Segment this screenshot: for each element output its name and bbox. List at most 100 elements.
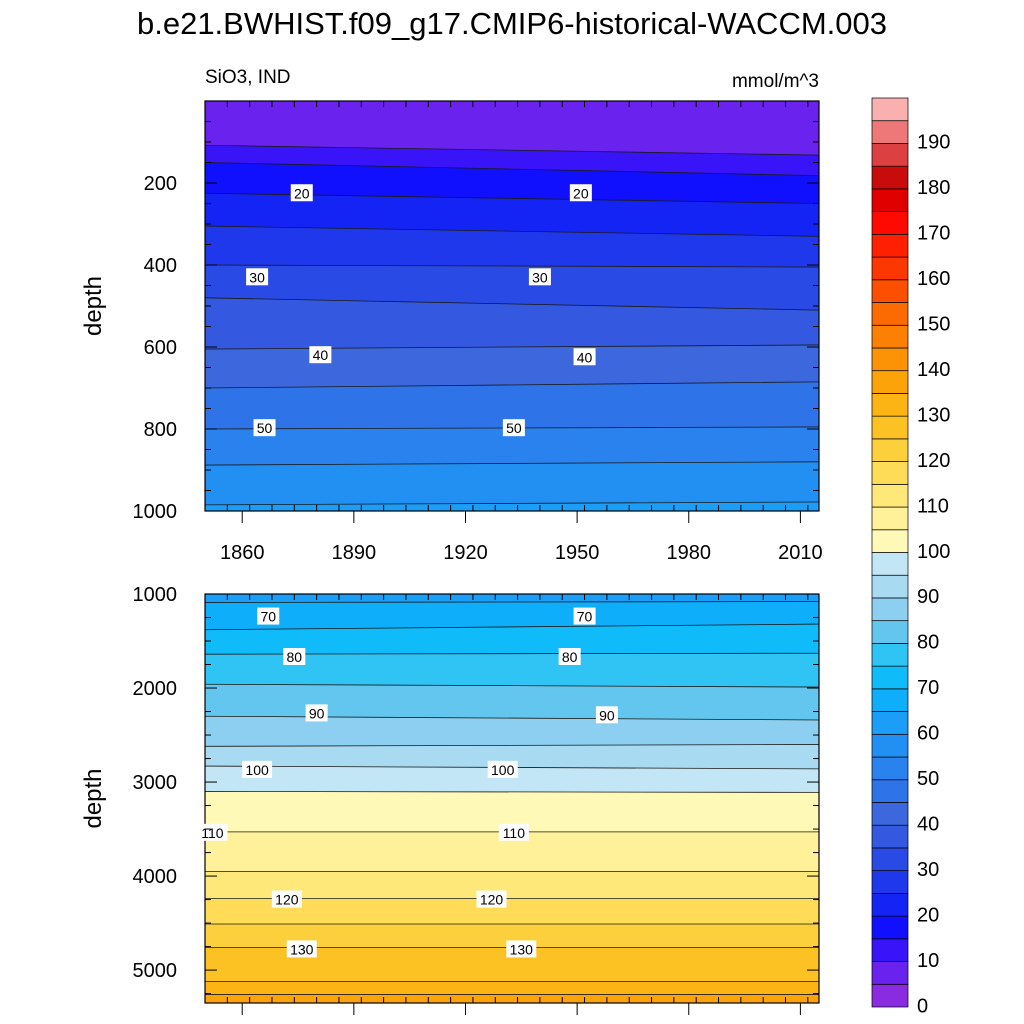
contour-label: 40 (313, 347, 329, 363)
colorbar-swatch (871, 756, 909, 781)
contour-label-box (257, 607, 280, 625)
contour-label: 70 (260, 609, 276, 625)
x-tick-label: 1920 (443, 542, 488, 564)
contour-label-box (309, 346, 332, 364)
colorbar-label: 60 (917, 723, 939, 745)
colorbar-label: 20 (917, 904, 939, 926)
colorbar-label: 130 (917, 404, 950, 426)
contour-label-box (569, 184, 592, 202)
contour-label: 20 (573, 185, 589, 201)
contour-label-box (305, 704, 328, 722)
colorbar-swatch (871, 393, 909, 417)
contour-label-box (558, 647, 581, 665)
contour-label: 90 (309, 705, 325, 721)
colorbar-label: 100 (917, 541, 950, 563)
y-tick-label: 1000 (133, 584, 178, 606)
colorbar-swatch (871, 733, 909, 758)
contour-band (205, 994, 819, 1003)
colorbar-swatch (871, 597, 909, 622)
y-tick-label: 800 (144, 419, 177, 441)
x-tick-label: 2010 (778, 542, 823, 564)
chart-title: b.e21.BWHIST.f09_g17.CMIP6-historical-WA… (137, 6, 887, 41)
contour-label: 80 (562, 649, 578, 665)
contour-label: 100 (245, 762, 269, 778)
contour-line (205, 683, 819, 688)
plot-frame (204, 593, 820, 1004)
colorbar-swatch (871, 620, 909, 644)
contour-line (205, 461, 819, 466)
contour-label-box (528, 268, 551, 286)
colorbar-label: 80 (917, 632, 939, 654)
x-tick-label: 1950 (555, 542, 600, 564)
y-tick-label: 3000 (133, 772, 178, 794)
contour-label-box (290, 184, 313, 202)
contour-line (205, 162, 819, 177)
y-tick-label: 5000 (133, 960, 178, 982)
colorbar-label: 0 (917, 995, 928, 1017)
y-tick-label: 400 (144, 255, 177, 277)
colorbar-swatch (871, 893, 909, 917)
contour-label: 50 (257, 420, 273, 436)
colorbar-label: 160 (917, 268, 950, 290)
colorbar-swatch (871, 256, 909, 281)
x-tick-label: 1890 (332, 542, 377, 564)
contour-line (205, 501, 819, 506)
contour-label: 70 (577, 609, 593, 625)
contour-fills (205, 101, 819, 511)
colorbar: 0 10 20 30 40 50 60 70 80 90 100 110 120 130 140 150 160… (871, 97, 950, 1017)
x-tick-label: 1980 (667, 542, 712, 564)
contour-label: 130 (510, 941, 534, 957)
contour-label: 20 (294, 185, 310, 201)
bottom-panel: 70 70 80 80 90 90 100 100 110 110 120 120 130 130 1000… (80, 584, 820, 1015)
contour-label-box (283, 647, 306, 665)
colorbar-label: 90 (917, 586, 939, 608)
colorbar-label: 30 (917, 859, 939, 881)
y-tick-label: 200 (144, 173, 177, 195)
colorbar-label: 50 (917, 768, 939, 790)
colorbar-swatch (871, 870, 909, 894)
colorbar-swatch (871, 552, 909, 576)
colorbar-label: 180 (917, 177, 950, 199)
contour-label: 100 (491, 762, 515, 778)
colorbar-label: 140 (917, 359, 950, 381)
colorbar-label: 190 (917, 132, 950, 154)
colorbar-swatch (871, 461, 909, 485)
colorbar-swatch (871, 165, 909, 190)
colorbar-swatch (871, 938, 909, 962)
colorbar-swatch (871, 961, 909, 985)
colorbar-swatch (871, 302, 909, 326)
contour-line (205, 652, 819, 655)
colorbar-swatch (871, 915, 909, 940)
colorbar-label: 40 (917, 813, 939, 835)
top-panel: 20 20 30 30 40 40 50 50 200 400 600 800 1000 1860 1890… (80, 100, 823, 564)
colorbar-label: 170 (917, 223, 950, 245)
colorbar-swatch (871, 120, 909, 144)
contour-line (205, 264, 819, 268)
colorbar-swatch (871, 506, 909, 531)
contour-label: 50 (506, 420, 522, 436)
colorbar-swatch (871, 188, 909, 212)
contour-label-box (506, 940, 537, 958)
x-tick-label: 1860 (220, 542, 265, 564)
contour-label-box (487, 760, 518, 778)
colorbar-label: 110 (917, 495, 949, 517)
contour-line (205, 381, 819, 389)
colorbar-swatch (871, 483, 909, 508)
colorbar-swatch (871, 438, 909, 462)
contour-label: 30 (249, 269, 265, 285)
colorbar-label: 10 (917, 950, 939, 972)
y-tick-label: 600 (144, 337, 177, 359)
colorbar-label: 120 (917, 450, 950, 472)
colorbar-swatch (871, 711, 909, 735)
contour-line (205, 344, 819, 350)
y-tick-label: 4000 (133, 866, 178, 888)
y-axis-label: depth (80, 276, 107, 336)
colorbar-swatch (871, 211, 909, 235)
contour-label: 120 (480, 892, 504, 908)
contour-label: 110 (201, 825, 224, 841)
colorbar-swatch (871, 415, 909, 440)
colorbar-swatch (871, 688, 909, 712)
contour-label-box (498, 823, 529, 841)
contour-line (205, 297, 819, 311)
contour-label: 110 (503, 825, 526, 841)
